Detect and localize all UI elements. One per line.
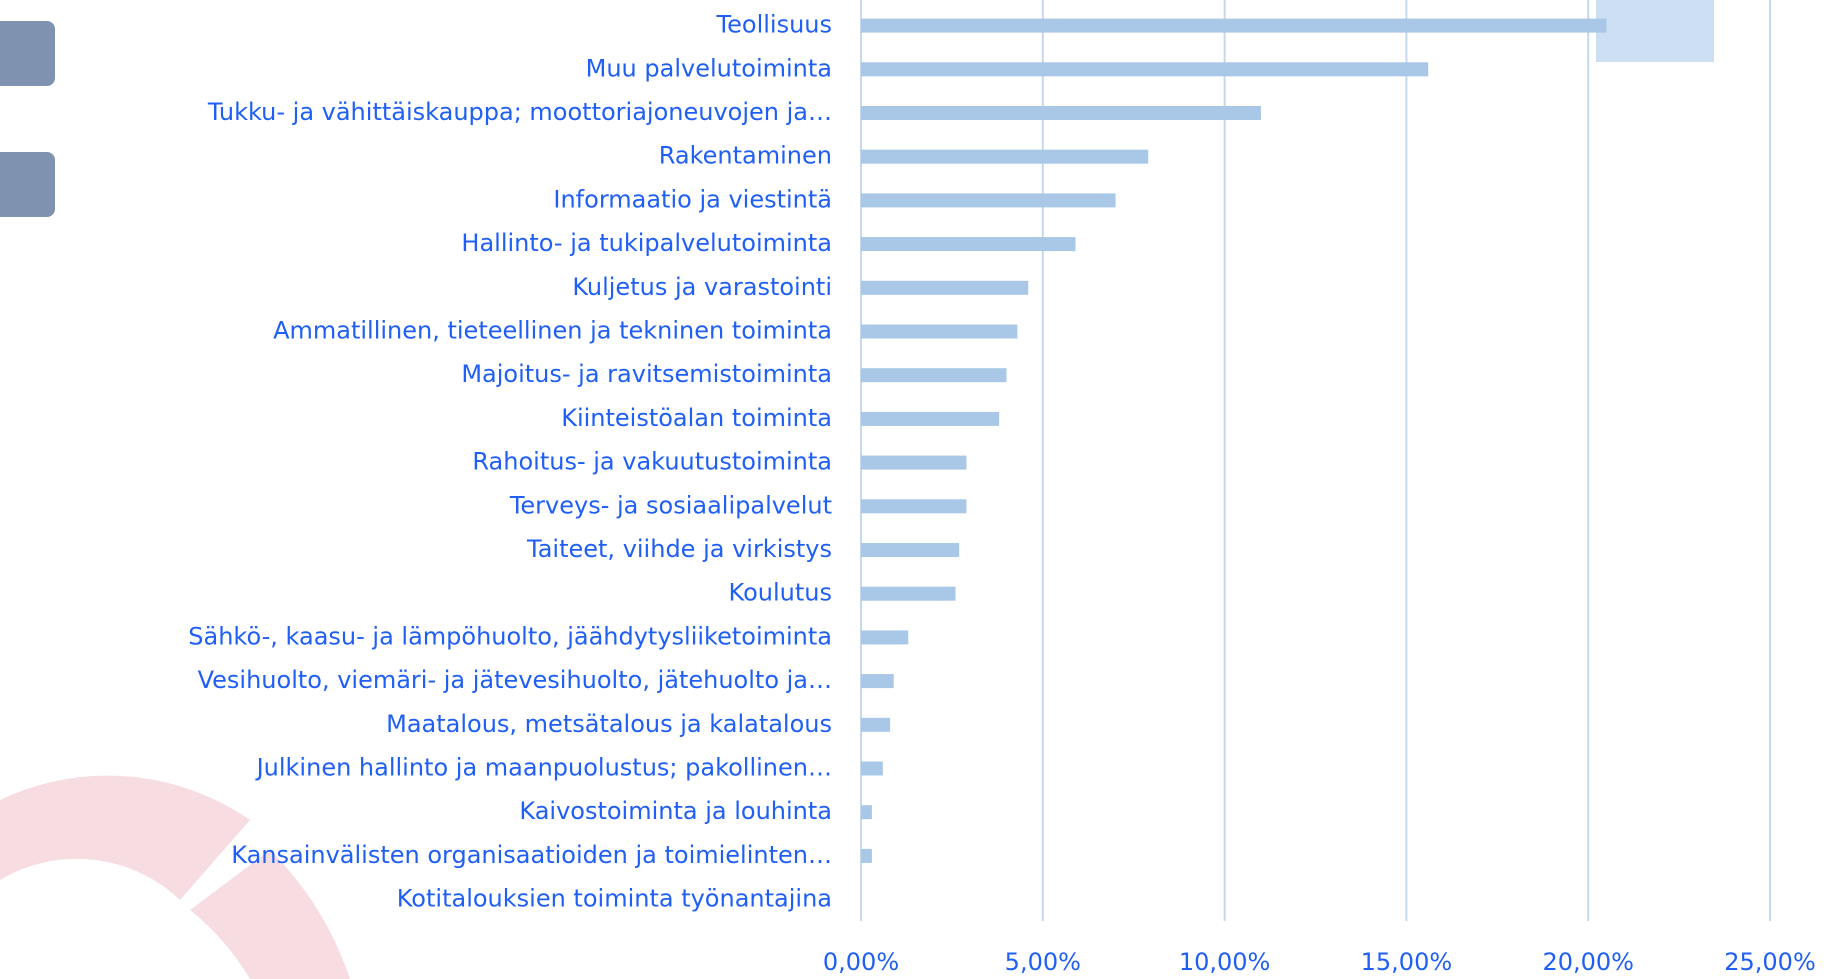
x-tick-label: 15,00%: [1361, 948, 1453, 976]
y-tick-label: Vesihuolto, viemäri- ja jätevesihuolto, …: [198, 666, 832, 694]
y-tick-label: Kansainvälisten organisaatioiden ja toim…: [231, 841, 832, 869]
y-tick-label: Terveys- ja sosiaalipalvelut: [509, 491, 832, 519]
bar: [861, 499, 967, 514]
bar: [861, 149, 1149, 164]
bar: [861, 368, 1007, 383]
bar: [861, 18, 1607, 33]
decoration: [0, 152, 55, 217]
bar: [861, 106, 1261, 120]
bar: [861, 193, 1116, 208]
y-tick-label: Ammatillinen, tieteellinen ja tekninen t…: [273, 317, 832, 345]
y-tick-label: Majoitus- ja ravitsemistoiminta: [461, 360, 832, 388]
bar: [861, 543, 960, 557]
y-tick-label: Rahoitus- ja vakuutustoiminta: [472, 448, 832, 476]
decoration: [1596, 0, 1714, 62]
y-tick-label: Tukku- ja vähittäiskauppa; moottoriajone…: [207, 98, 832, 126]
bar: [861, 280, 1029, 295]
bar: [861, 455, 967, 470]
y-tick-label: Informaatio ja viestintä: [553, 185, 832, 213]
bar: [861, 630, 909, 645]
bar: [861, 805, 872, 820]
y-tick-label: Koulutus: [729, 579, 832, 607]
x-tick-label: 25,00%: [1724, 948, 1816, 976]
decoration: [190, 850, 350, 979]
plot: 0,00% 5,00% 10,00% 15,00% 20,00% 25,00% Teolli…: [188, 0, 1816, 976]
bar: [861, 717, 891, 732]
bar: [861, 848, 872, 863]
y-tick-label: Hallinto- ja tukipalvelutoiminta: [461, 229, 832, 257]
bar: [861, 237, 1076, 252]
decoration: [0, 21, 55, 86]
x-tick-label: 20,00%: [1542, 948, 1634, 976]
y-tick-label: Kaivostoiminta ja louhinta: [519, 797, 832, 825]
y-tick-label: Taiteet, viihde ja virkistys: [526, 535, 832, 563]
bar: [861, 586, 956, 601]
y-tick-label: Julkinen hallinto ja maanpuolustus; pako…: [255, 754, 832, 782]
decoration: [0, 775, 250, 900]
y-tick-label: Maatalous, metsätalous ja kalatalous: [386, 710, 832, 738]
bar: [861, 62, 1429, 77]
bar: [861, 761, 883, 776]
bar: [861, 324, 1018, 339]
x-tick-label: 0,00%: [823, 948, 899, 976]
bar: [861, 411, 1000, 426]
y-tick-label: Muu palvelutoiminta: [586, 54, 832, 82]
y-tick-label: Kotitalouksien toiminta työnantajina: [397, 885, 832, 913]
y-tick-label: Teollisuus: [716, 11, 832, 39]
x-tick-label: 5,00%: [1005, 948, 1081, 976]
y-tick-label: Kuljetus ja varastointi: [572, 273, 832, 301]
y-tick-label: Rakentaminen: [659, 142, 832, 170]
x-tick-label: 10,00%: [1179, 948, 1271, 976]
y-tick-label: Kiinteistöalan toiminta: [561, 404, 832, 432]
y-tick-label: Sähkö-, kaasu- ja lämpöhuolto, jäähdytys…: [188, 622, 832, 650]
bar: [861, 674, 894, 689]
